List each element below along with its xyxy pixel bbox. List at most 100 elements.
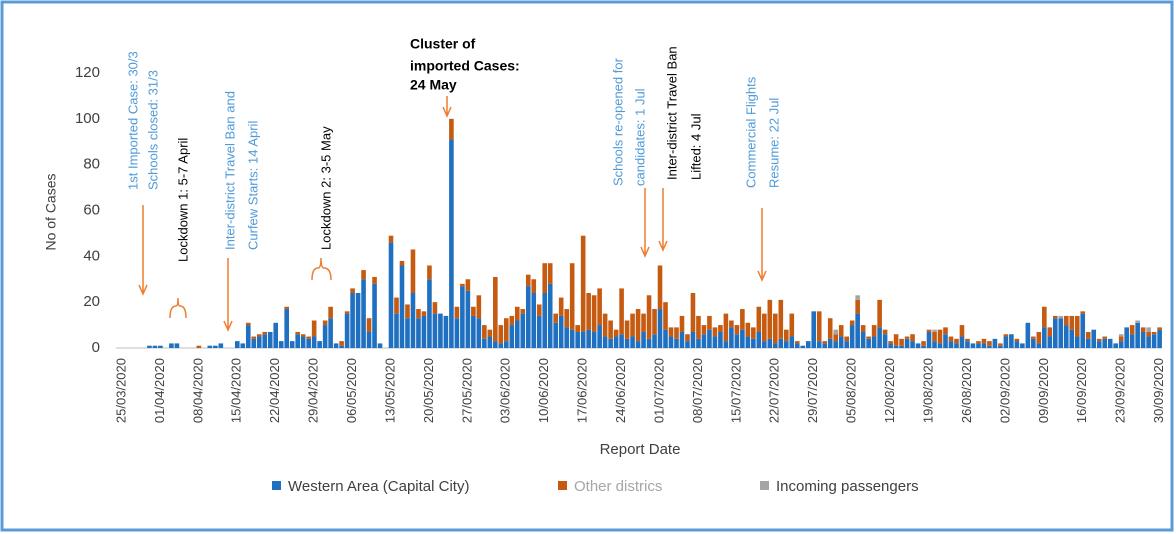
- bar-segment: [520, 313, 526, 348]
- arrow: [138, 205, 148, 296]
- bar-segment: [789, 336, 795, 348]
- legend-label: Incoming passengers: [776, 478, 919, 495]
- bar-segment: [251, 336, 257, 339]
- x-tick-label: 02/09/2020: [997, 358, 1012, 423]
- bar-segment: [1063, 315, 1069, 326]
- legend-label: Western Area (Capital City): [288, 478, 469, 495]
- x-tick-label: 15/04/2020: [229, 358, 244, 423]
- bar-segment: [701, 325, 707, 335]
- x-axis-title: Report Date: [600, 441, 681, 458]
- bar-segment: [1107, 338, 1113, 348]
- bar-segment: [910, 334, 915, 342]
- bar-segment: [575, 325, 580, 332]
- bar-segment: [377, 343, 383, 348]
- bar-segment: [1003, 336, 1009, 348]
- bar-segment: [1009, 334, 1014, 348]
- x-tick-label: 13/05/2020: [382, 358, 397, 423]
- bar-segment: [207, 345, 213, 348]
- bar-segment: [471, 306, 476, 316]
- bar-segment: [932, 329, 937, 332]
- bar-segment: [855, 299, 860, 314]
- bar-segment: [827, 318, 833, 339]
- bar-segment: [860, 325, 866, 332]
- bar-segment: [718, 325, 723, 332]
- bar-segment: [668, 327, 674, 337]
- x-tick-label: 26/08/2020: [959, 358, 974, 423]
- bar-segment: [646, 295, 652, 339]
- bar-segment: [1003, 334, 1009, 337]
- bar-segment: [234, 341, 240, 348]
- bar-segment: [152, 345, 158, 348]
- bar-segment: [657, 309, 663, 348]
- bar-segment: [1135, 322, 1140, 348]
- bar-segment: [674, 327, 679, 339]
- annotation: Lockdown 2: 3-5 May: [318, 126, 333, 250]
- bar-segment: [174, 343, 180, 348]
- bar-segment: [811, 311, 817, 348]
- bar-segment: [871, 336, 877, 348]
- bar-segment: [405, 318, 410, 348]
- bar-segment: [838, 325, 844, 337]
- x-tick-label: 22/04/2020: [267, 358, 282, 423]
- bar-segment: [1146, 336, 1151, 348]
- bar-segment: [718, 331, 723, 348]
- annotation: Cluster of: [410, 36, 476, 52]
- x-tick-label: 19/08/2020: [920, 358, 935, 423]
- bar-segment: [421, 311, 427, 316]
- bar-segment: [998, 345, 1003, 348]
- annotation: Resume: 22 Jul: [766, 98, 781, 188]
- bar-segment: [1118, 341, 1124, 348]
- bar-segment: [361, 270, 366, 280]
- bar-segment: [833, 341, 838, 348]
- annotation: imported Cases:: [410, 58, 520, 74]
- bar-segment: [789, 313, 795, 337]
- bar-segment: [1129, 325, 1135, 335]
- bar-segment: [827, 338, 833, 348]
- bar-segment: [322, 325, 328, 348]
- y-axis-title: No of Cases: [43, 173, 59, 250]
- bar-segment: [158, 345, 163, 348]
- bar-segment: [586, 329, 591, 348]
- bar-segment: [602, 313, 608, 337]
- bar-segment: [1025, 322, 1031, 348]
- bar-segment: [344, 311, 350, 314]
- bar-segment: [245, 322, 251, 326]
- bar-segment: [613, 336, 619, 348]
- bar-segment: [311, 336, 317, 348]
- bar-segment: [372, 283, 377, 348]
- bar-segment: [427, 265, 432, 280]
- bar-segment: [668, 336, 674, 348]
- bar-segment: [1047, 336, 1053, 348]
- bar-segment: [306, 336, 311, 339]
- bar-segment: [591, 331, 597, 348]
- x-tick-label: 16/09/2020: [1074, 358, 1089, 423]
- bar-segment: [855, 313, 860, 348]
- bar-segment: [1080, 313, 1086, 348]
- bar-segment: [860, 331, 866, 348]
- bar-segment: [366, 318, 372, 332]
- bar-segment: [745, 322, 751, 337]
- x-tick-label: 24/06/2020: [613, 358, 628, 423]
- bar-segment: [849, 325, 855, 348]
- bar-segment: [915, 343, 921, 348]
- bar-segment: [267, 331, 273, 348]
- bar-segment: [1069, 329, 1075, 348]
- bar-segment: [954, 338, 959, 344]
- bar-segment: [987, 345, 992, 348]
- bar-segment: [542, 293, 548, 348]
- bar-segment: [965, 341, 970, 348]
- bar-segment: [399, 260, 405, 266]
- bar-segment: [745, 336, 751, 348]
- bar-segment: [147, 345, 152, 348]
- bar-segment: [410, 293, 416, 348]
- bar-segment: [1085, 338, 1091, 348]
- bar-segment: [1036, 331, 1042, 344]
- bar-segment: [657, 265, 663, 310]
- legend-swatch: [760, 481, 769, 490]
- bar-segment: [646, 338, 652, 348]
- bar-segment: [893, 345, 899, 348]
- bar-segment: [1063, 325, 1069, 348]
- bar-segment: [762, 313, 767, 342]
- bar-segment: [794, 343, 800, 348]
- bar-segment: [460, 283, 465, 287]
